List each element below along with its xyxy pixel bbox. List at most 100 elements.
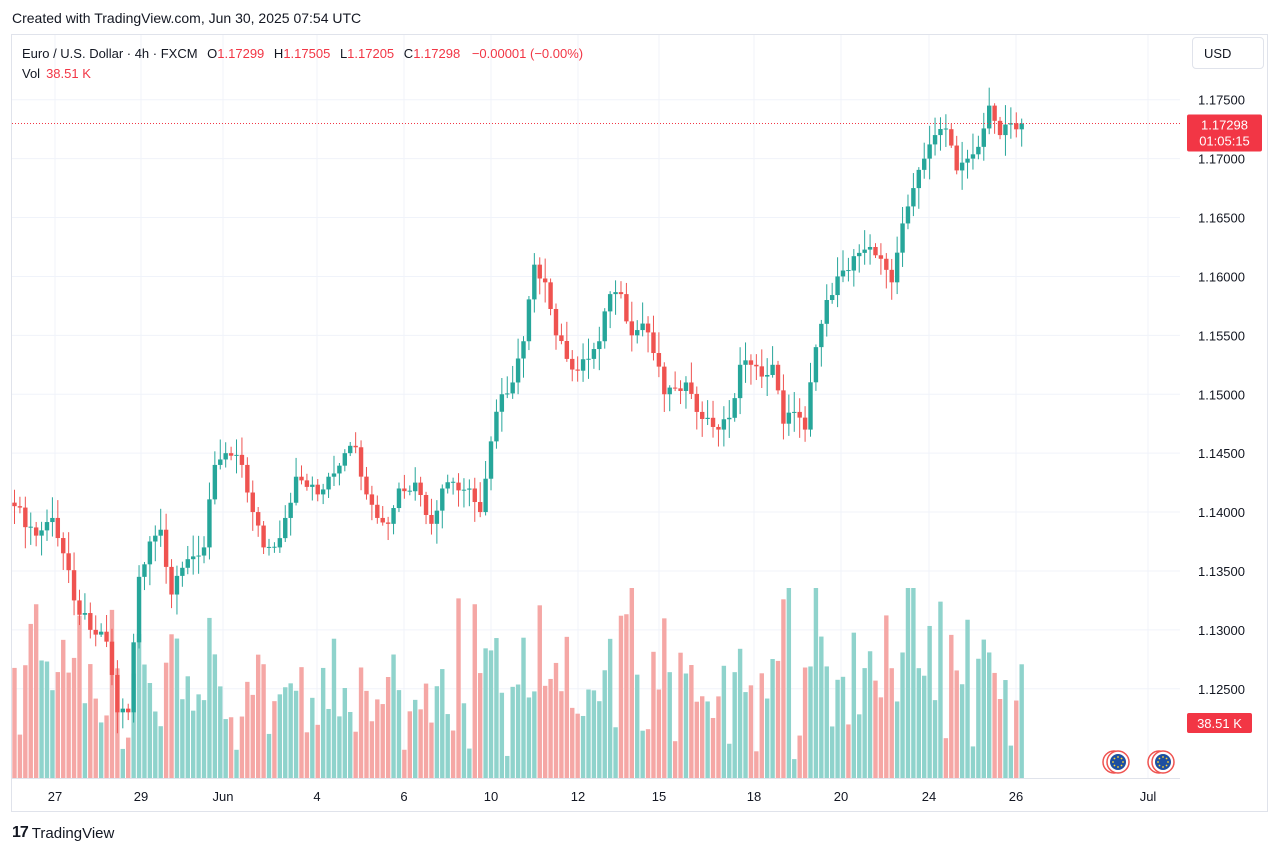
candle-body [927,144,932,159]
candle-body [976,146,981,155]
candle-body [678,388,683,391]
candle-body [813,347,819,383]
candle-body [862,249,867,253]
candle-body [283,517,288,539]
volume-bar [136,634,142,778]
volume-bar [721,665,727,778]
eu-flag-star [1165,764,1168,767]
candle-body [93,629,98,635]
volume-bar [272,701,277,778]
volume-bar [943,738,949,778]
candle-body [911,188,916,207]
eu-flag-star [1122,761,1124,763]
price-axis-label: 1.17500 [1198,93,1245,108]
candle-body [158,529,163,536]
volume-bar [515,684,521,778]
volume-bar [559,691,564,778]
candle-body [293,476,299,503]
candle-body [326,476,331,490]
time-axis-label: 24 [922,789,936,804]
candle-body [255,512,261,526]
candle-body [857,252,862,257]
volume-bar [142,664,147,778]
volume-label[interactable]: Vol [22,66,41,81]
volume-bar [190,710,196,778]
volume-bar [93,698,98,778]
volume-bar [499,692,505,778]
candle-body [835,276,840,296]
volume-bar [326,708,331,778]
candle-body [180,567,185,576]
candle-body [488,441,494,479]
candle-body [450,481,456,483]
volume-bar [922,675,927,778]
high-value: 1.17505 [283,46,331,61]
currency-button[interactable]: USD [1192,37,1264,69]
low-label: L [339,46,348,61]
volume-bar [472,604,477,778]
volume-bar [23,665,28,778]
volume-bar [434,686,440,778]
candle-body [348,445,353,454]
tradingview-logo[interactable]: 17 TradingView [12,824,114,842]
volume-bar [353,731,358,778]
volume-bar [862,668,867,778]
candle-body [212,464,218,500]
volume-bar [829,726,835,778]
symbol-description[interactable]: Euro / U.S. Dollar · 4h · FXCM [22,46,198,61]
candle-body [710,417,716,427]
price-axis-label: 1.14500 [1198,446,1245,461]
chart-caption: Created with TradingView.com, Jun 30, 20… [12,10,362,26]
candle-body [174,575,180,595]
candle-body [337,465,342,474]
volume-bar [949,634,954,778]
volume-bar [851,632,857,778]
volume-bar [662,618,667,778]
candle-body [402,488,407,492]
volume-bar [867,651,873,778]
volume-bar [997,699,1003,778]
volume-bar [185,676,190,778]
time-axis-label: 15 [652,789,666,804]
volume-bar [781,599,786,778]
volume-bar [320,667,326,778]
candle-body [878,255,884,259]
volume-bar [808,666,813,778]
volume-bar [380,704,385,778]
price-axis-label: 1.12500 [1198,682,1245,697]
candle-body [418,482,423,496]
candle-body [597,341,602,350]
candle-body [526,299,532,342]
candle-body [705,417,710,419]
candle-body [245,464,250,493]
last-price-value: 1.17298 [1201,118,1248,133]
candle-body [867,246,873,250]
candle-body [694,393,699,412]
time-axis-label: 27 [48,789,62,804]
candle-body [932,135,938,145]
candle-body [483,478,488,513]
volume-bar [629,588,635,778]
volume-bar [66,672,71,778]
candle-body [353,445,358,448]
candle-body [548,282,553,309]
volume-bar [542,685,548,778]
eu-flag-star [1157,761,1159,763]
candle-body [413,482,418,492]
volume-bar [147,683,153,778]
volume-bar [570,707,575,778]
volume-bar [369,721,375,778]
candle-body [916,169,922,189]
volume-bar [445,714,450,778]
low-value: 1.17205 [347,46,395,61]
candle-body [559,335,564,342]
volume-bar [775,660,781,778]
volume-bar [900,652,905,778]
candle-body [196,555,201,557]
candle-body [743,360,748,365]
volume-bar [440,669,445,778]
candle-body [315,484,320,495]
candle-body [505,393,510,395]
candle-body [959,162,965,171]
